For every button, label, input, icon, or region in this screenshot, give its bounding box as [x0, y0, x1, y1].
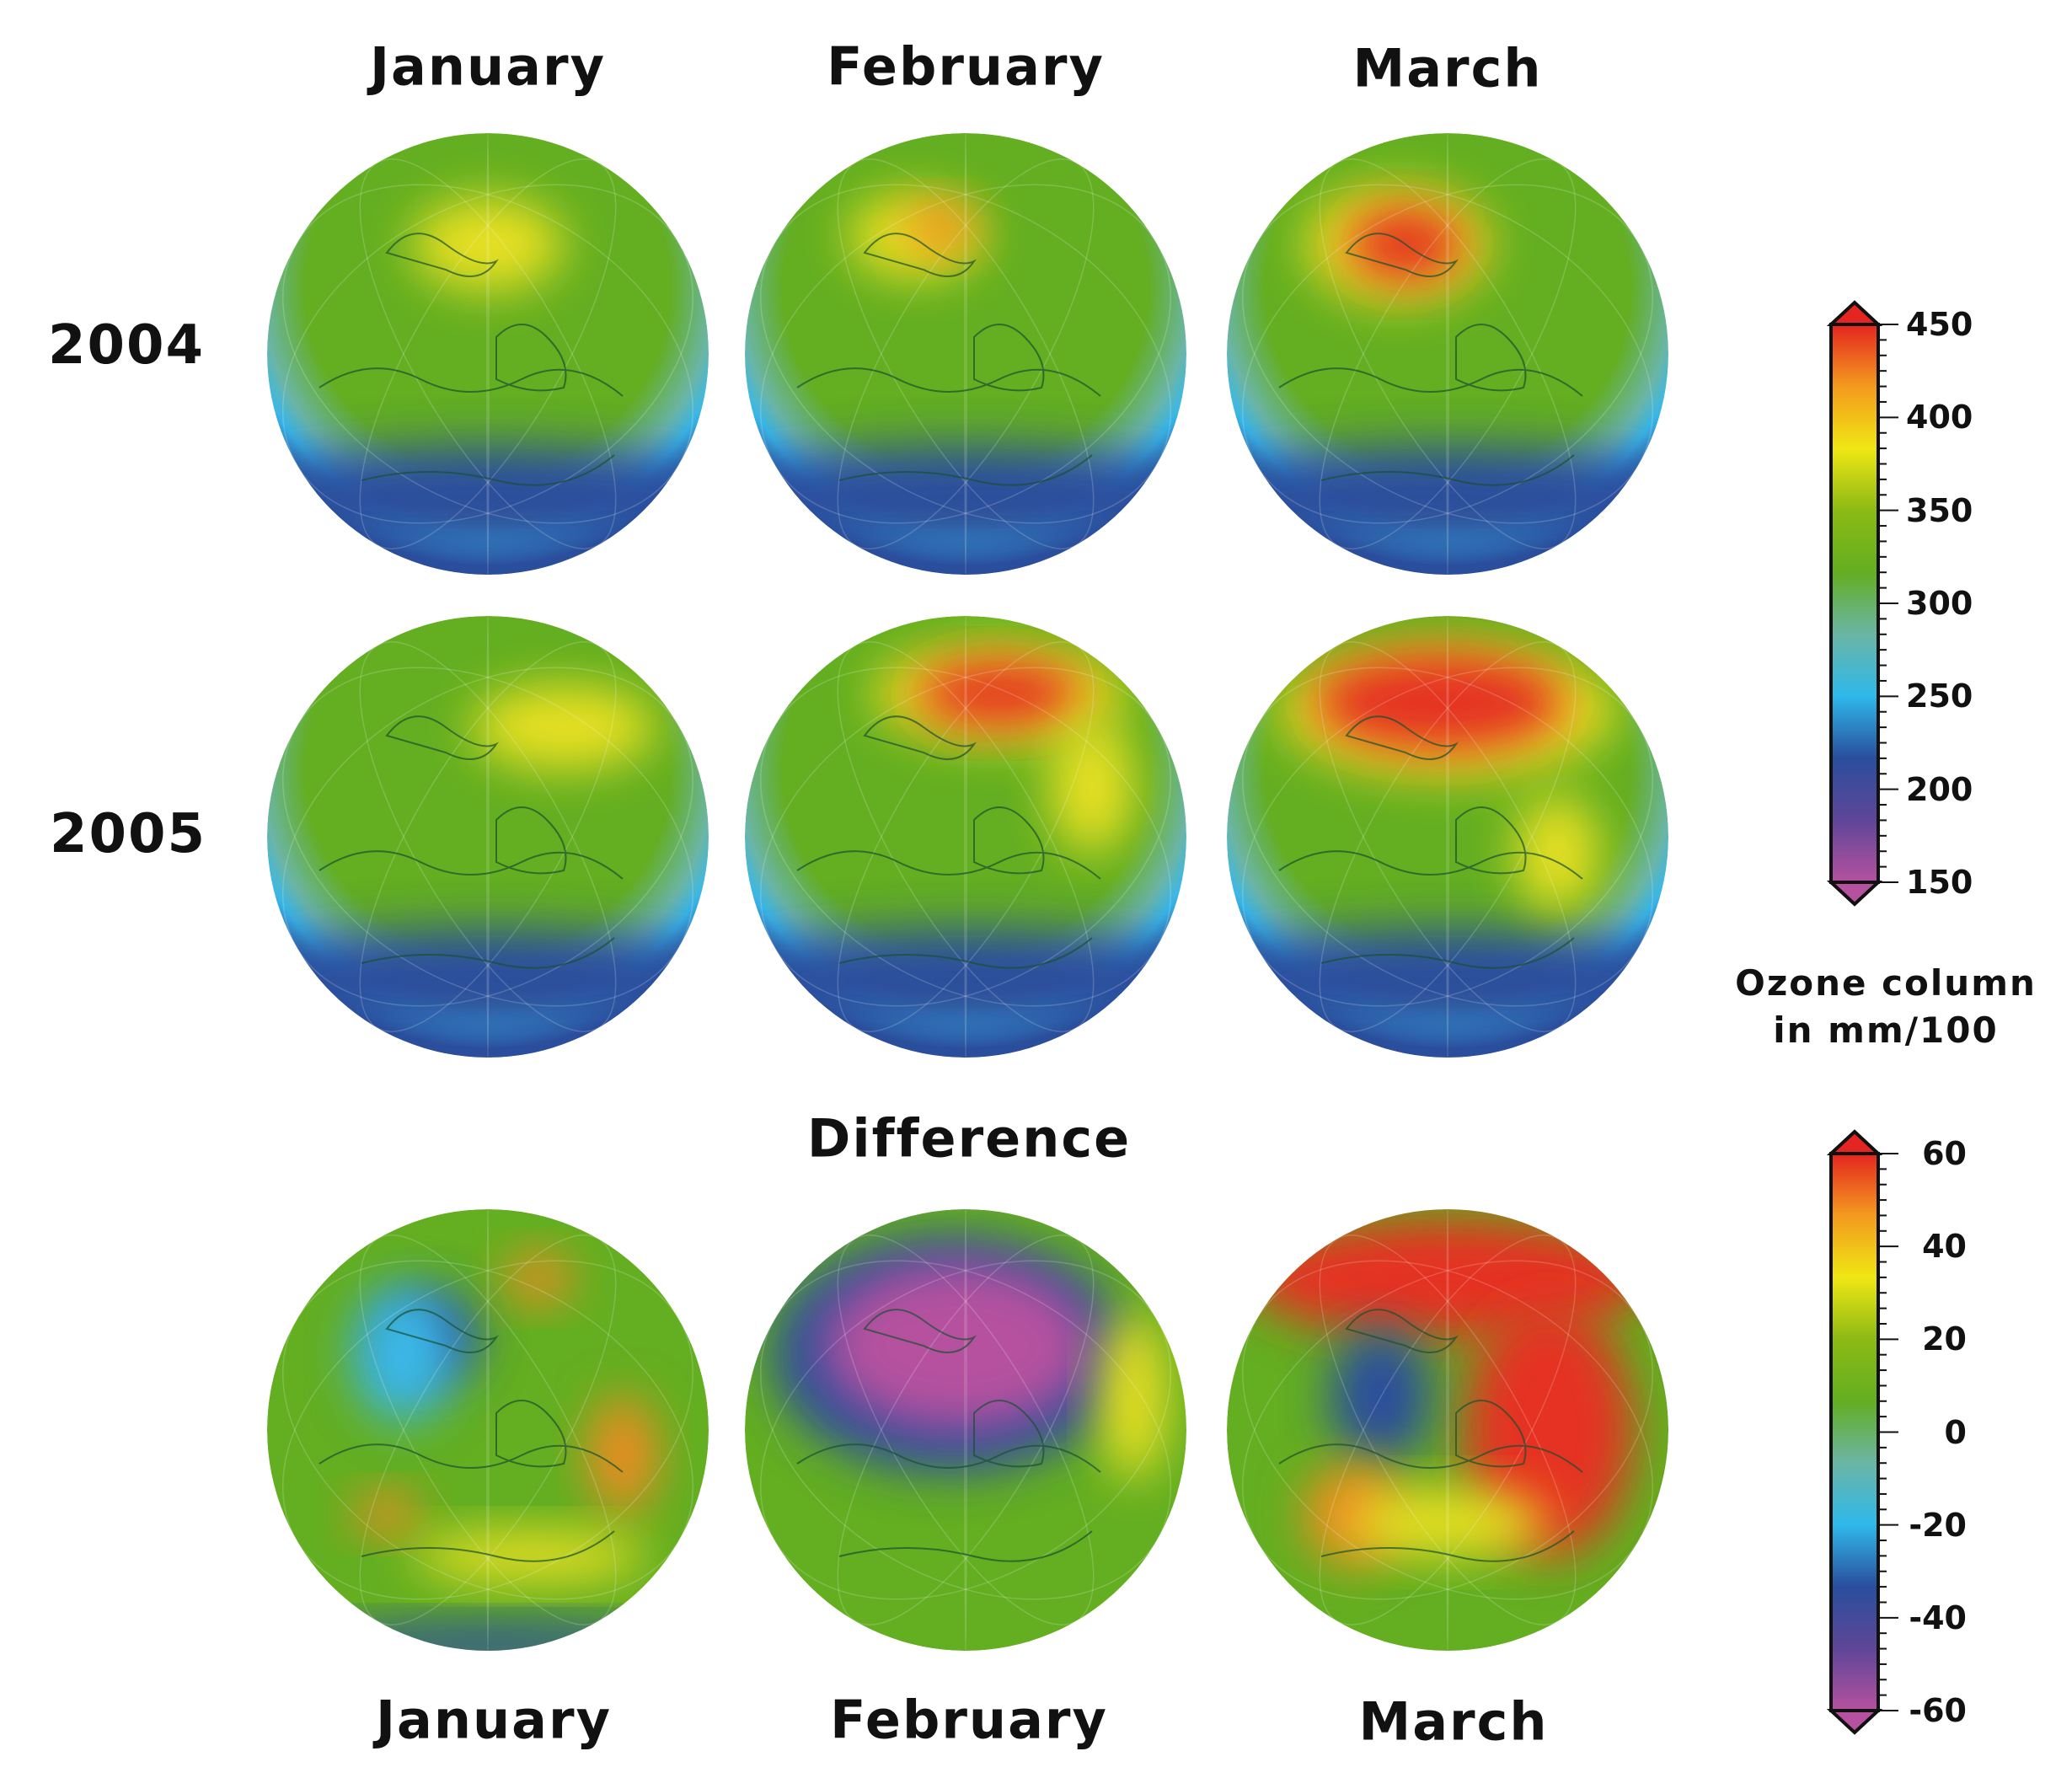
low-ozone-band — [745, 447, 1186, 548]
ozone-anomaly-region — [412, 1531, 648, 1582]
ozone-anomaly-region — [1050, 719, 1134, 854]
coastline — [1278, 1309, 1583, 1562]
graticule-line — [486, 133, 490, 575]
difference-colorbar — [1826, 1129, 1898, 1735]
ozone-anomaly-region — [1313, 651, 1566, 752]
coastline — [796, 715, 1101, 969]
graticule-line — [486, 616, 490, 1058]
globe-2004-february — [745, 133, 1186, 575]
ozone-anomaly-region — [412, 198, 564, 291]
ozone-tick-label: 350 — [1906, 491, 1973, 529]
colorbar-unit-label: Ozone column in mm/100 — [1735, 960, 2037, 1054]
ozone-anomaly-region — [1347, 1489, 1549, 1556]
globe-2005-february — [745, 616, 1186, 1058]
graticule-line — [486, 1209, 490, 1651]
globe-difference-january — [267, 1209, 709, 1651]
coastline — [1278, 715, 1583, 969]
difference-tick-label: -20 — [1909, 1506, 1967, 1544]
graticule-line — [1446, 616, 1449, 1058]
ozone-anomaly-region — [1464, 1304, 1633, 1556]
difference-tick-label: 40 — [1922, 1228, 1967, 1266]
col-title-february: February — [827, 35, 1105, 98]
graticule-line — [1446, 133, 1449, 575]
ozone-anomaly-region — [505, 1253, 572, 1304]
col-title-march: March — [1352, 37, 1543, 99]
bottom-title-february: February — [830, 1689, 1108, 1751]
difference-tick-label: 60 — [1922, 1135, 1967, 1172]
low-ozone-band — [745, 929, 1186, 1031]
difference-tick-label: -60 — [1909, 1692, 1967, 1729]
ozone-tick-label: 400 — [1906, 399, 1973, 436]
graticule-line — [1446, 1209, 1449, 1651]
difference-tick-label: 20 — [1922, 1320, 1967, 1358]
graticule-line — [964, 616, 967, 1058]
min-arrow-icon — [1826, 881, 1883, 907]
low-ozone-band — [267, 447, 709, 548]
graticule-line — [964, 1209, 967, 1651]
difference-title: Difference — [806, 1107, 1132, 1170]
ozone-colorbar — [1826, 300, 1898, 907]
ozone-tick-label: 300 — [1906, 585, 1973, 622]
ozone-anomaly-region — [353, 1493, 420, 1535]
min-arrow-icon — [1826, 1709, 1883, 1735]
ozone-tick-label: 450 — [1906, 306, 1973, 343]
graticule-line — [964, 133, 967, 575]
row-label-2005: 2005 — [49, 803, 207, 865]
ozone-tick-label: 150 — [1906, 864, 1973, 901]
ozone-anomaly-region — [1330, 1329, 1431, 1464]
low-ozone-band — [1227, 447, 1668, 548]
globe-2004-march — [1227, 133, 1668, 575]
difference-tick-label: 0 — [1944, 1413, 1967, 1451]
coastline — [796, 1309, 1101, 1562]
ozone-anomaly-region — [589, 1396, 656, 1514]
ozone-anomaly-region — [471, 685, 656, 769]
coastline — [796, 233, 1101, 486]
col-title-january: January — [369, 35, 607, 98]
bottom-title-january: January — [375, 1689, 613, 1751]
globe-2005-march — [1227, 616, 1668, 1058]
ozone-anomaly-region — [1100, 1312, 1168, 1481]
graticule-line — [281, 667, 694, 1007]
bottom-title-march: March — [1358, 1690, 1549, 1753]
graticule-line — [281, 184, 694, 524]
ozone-anomaly-region — [353, 1287, 454, 1422]
coastline — [319, 233, 624, 486]
ozone-anomaly-region — [915, 660, 1084, 727]
ozone-anomaly-region — [1515, 795, 1599, 913]
low-ozone-band — [1227, 929, 1668, 1031]
globe-difference-march — [1227, 1209, 1668, 1651]
ozone-anomaly-region — [907, 202, 974, 253]
ozone-anomaly-region — [822, 1261, 1092, 1430]
graticule-line — [281, 1260, 694, 1600]
globe-2005-january — [267, 616, 709, 1058]
unit-line-1: Ozone column — [1735, 962, 2037, 1004]
difference-tick-label: -40 — [1909, 1599, 1967, 1636]
coastline — [319, 1309, 624, 1562]
globe-2004-january — [267, 133, 709, 575]
globe-difference-february — [745, 1209, 1186, 1651]
row-label-2004: 2004 — [47, 314, 206, 377]
ozone-tick-label: 200 — [1906, 770, 1973, 808]
coastline — [1278, 233, 1583, 486]
unit-line-2: in mm/100 — [1773, 1009, 1999, 1051]
coastline — [319, 715, 624, 969]
ozone-tick-label: 250 — [1906, 677, 1973, 715]
low-ozone-band — [267, 929, 709, 1031]
max-arrow-icon — [1826, 1129, 1883, 1155]
max-arrow-icon — [1826, 300, 1883, 326]
